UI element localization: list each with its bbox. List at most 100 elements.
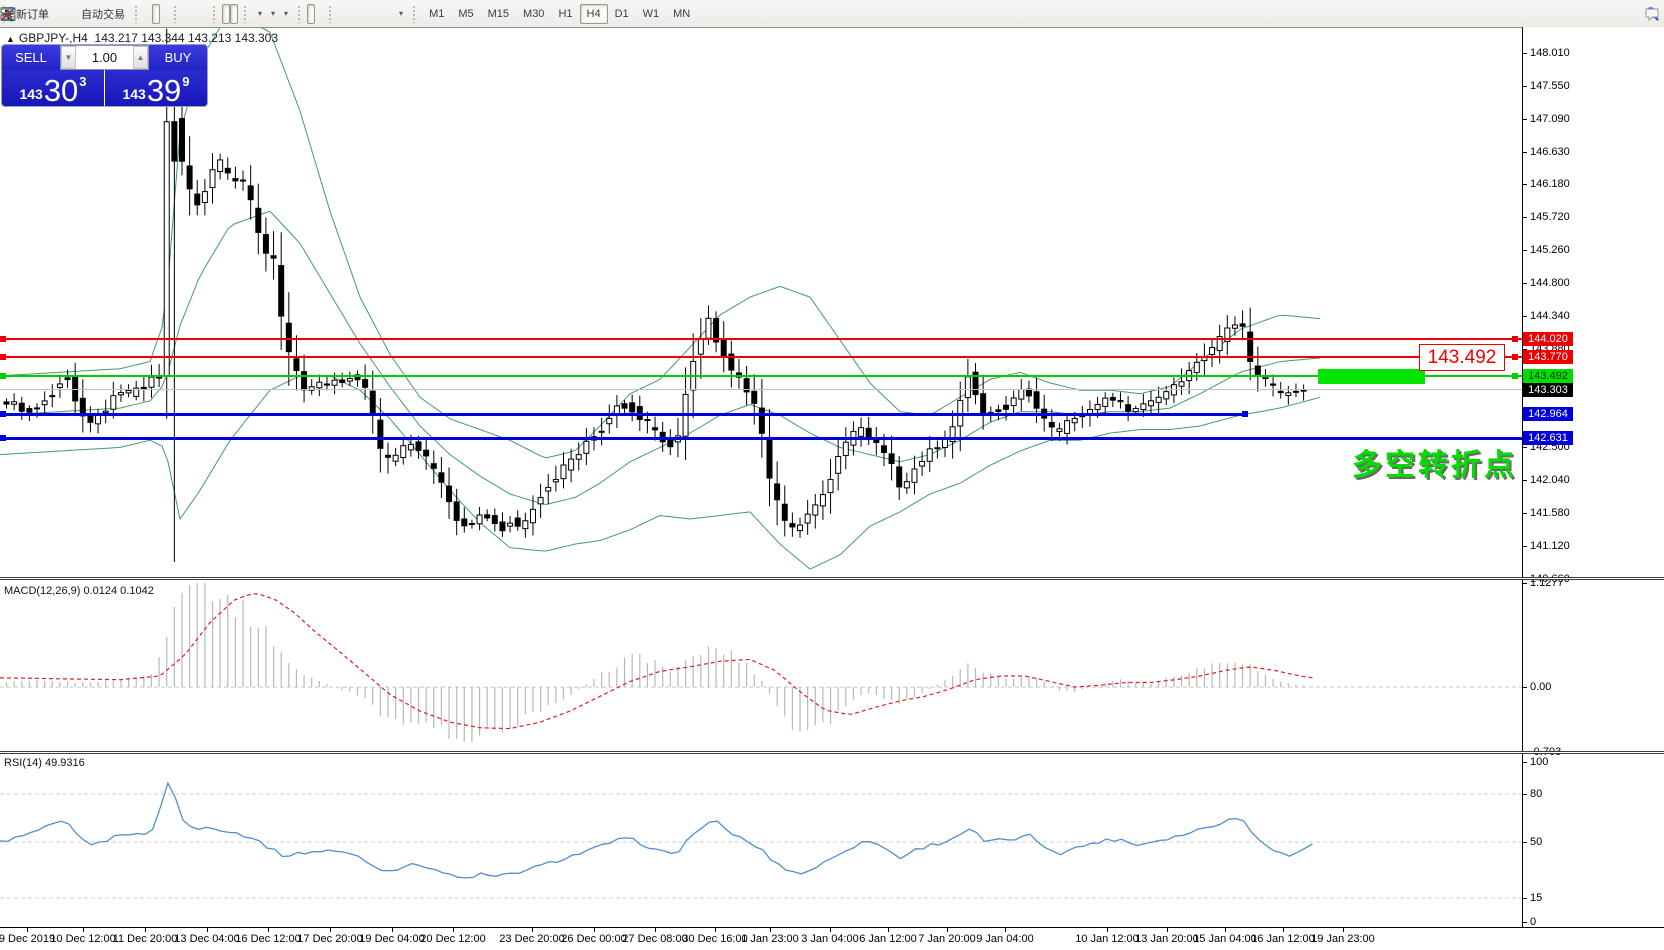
toolbar-button-signal[interactable] — [3, 4, 77, 24]
line-left-anchor[interactable] — [0, 411, 6, 418]
volume-decrease-button[interactable]: ▼ — [61, 46, 76, 69]
buy-button[interactable]: BUY — [149, 45, 207, 70]
candle-body — [148, 376, 155, 388]
toolbar-group-handle[interactable] — [212, 4, 217, 23]
chevron-down-icon[interactable]: ▾ — [399, 9, 404, 18]
toolbar-button-periods[interactable]: ▾ — [1, 4, 279, 24]
toolbar-group-draw: E F A T ▾ — [1, 0, 410, 27]
toolbar-button-horizontal-line[interactable] — [2, 4, 354, 24]
toolbar-button-bars-chart[interactable] — [2, 4, 152, 24]
timeframe-button-M15[interactable]: M15 — [481, 4, 516, 24]
toolbar-button-auto-scroll[interactable] — [2, 3, 230, 24]
price-chart-canvas[interactable] — [0, 27, 1522, 578]
green-highlight-rect[interactable] — [1318, 369, 1425, 384]
toolbar-button-styles[interactable] — [0, 4, 61, 24]
sell-button[interactable]: SELL — [2, 45, 60, 70]
toolbar-button-profile[interactable] — [0, 4, 69, 24]
price-axis[interactable] — [1523, 27, 1664, 927]
price-axis-label: 144.800 — [1530, 276, 1570, 289]
toolbar-group-handle[interactable] — [328, 4, 334, 23]
line-left-anchor[interactable] — [0, 335, 6, 342]
toolbar-group-handle[interactable] — [243, 4, 248, 23]
toolbar-button-line-chart[interactable] — [0, 4, 168, 24]
timeframe-button-W1[interactable]: W1 — [636, 4, 667, 24]
toolbar-button-candles-chart[interactable] — [2, 3, 160, 24]
toolbar-button-new-order[interactable]: 新订单 — [1, 4, 53, 24]
toolbar-group-handle[interactable] — [412, 4, 418, 23]
candle-body — [972, 371, 979, 396]
buy-price-tile[interactable]: 143 39 9 — [105, 70, 207, 106]
time-axis-label: 7 Jan 20:00 — [918, 933, 976, 945]
candle-body — [888, 453, 895, 464]
toolbar-button-template[interactable]: ▾ — [1, 4, 292, 24]
horizontal-level-line-142.631[interactable] — [0, 436, 1523, 440]
toolbar-group-handle[interactable] — [173, 4, 178, 23]
toolbar-button-zoom-in[interactable] — [1, 4, 191, 24]
time-axis-tick — [453, 928, 454, 932]
time-axis-tick — [1167, 928, 1168, 932]
collapse-icon[interactable]: ▲ — [6, 34, 15, 44]
horizontal-level-line-143.770[interactable] — [0, 355, 1523, 358]
toolbar-button-autotrade[interactable]: 自动交易 — [1, 4, 129, 24]
macd-axis-tick — [1523, 583, 1527, 584]
toolbar-button-arrows[interactable]: ▾ — [2, 4, 407, 24]
toolbar-group-handle[interactable] — [134, 4, 139, 23]
toolbar-button-tile-windows[interactable] — [0, 4, 207, 24]
toolbar-button-crosshair[interactable] — [1, 4, 323, 24]
toolbar-button-label: M15 — [487, 7, 510, 20]
line-left-anchor[interactable] — [0, 353, 6, 360]
chevron-down-icon[interactable]: ▾ — [258, 9, 263, 18]
timeframe-button-M30[interactable]: M30 — [516, 4, 551, 24]
toolbar-button-fibonacci[interactable]: F — [2, 4, 378, 24]
toolbar-button-zoom-out[interactable] — [1, 4, 199, 24]
volume-increase-button[interactable]: ▲ — [133, 46, 148, 69]
candle-body — [1292, 390, 1299, 393]
line-left-anchor[interactable] — [0, 435, 6, 442]
candle-body — [1056, 428, 1063, 433]
timeframe-button-H4[interactable]: H4 — [579, 3, 608, 24]
price-axis-tick — [1523, 480, 1527, 482]
horizontal-level-line-143.492[interactable] — [0, 375, 1523, 378]
chevron-down-icon[interactable]: ▾ — [284, 9, 289, 18]
toolbar-button-chat[interactable] — [1645, 4, 1660, 24]
line-right-anchor[interactable] — [1512, 373, 1518, 380]
toolbar-button-cursor[interactable] — [5, 3, 316, 24]
macd-panel-separator[interactable] — [0, 577, 1664, 580]
timeframe-button-MN[interactable]: MN — [666, 4, 697, 24]
candle-body — [1010, 397, 1017, 407]
timeframe-button-H1[interactable]: H1 — [551, 4, 579, 24]
toolbar-button-channel[interactable]: E — [1, 4, 370, 24]
horizontal-level-line-142.964[interactable] — [0, 412, 1248, 416]
time-axis-tick — [392, 928, 393, 932]
line-left-anchor[interactable] — [0, 373, 6, 380]
candle-body — [1277, 390, 1284, 394]
candle-body — [1247, 331, 1254, 362]
rsi-panel-separator[interactable] — [0, 751, 1664, 754]
chinese-annotation[interactable]: 多空转折点 — [1352, 449, 1517, 482]
timeframe-button-D1[interactable]: D1 — [608, 4, 636, 24]
toolbar-button-chart-shift[interactable] — [2, 3, 238, 24]
toolbar-group-handle[interactable] — [297, 4, 303, 23]
candle-body — [194, 193, 201, 206]
toolbar-button-text[interactable]: A — [4, 4, 386, 24]
chevron-down-icon[interactable]: ▾ — [271, 9, 276, 18]
toolbar-button-trendline[interactable] — [1, 4, 362, 24]
timeframe-button-M5[interactable]: M5 — [451, 4, 480, 24]
horizontal-level-line-144.020[interactable] — [0, 337, 1523, 340]
price-callout-label[interactable]: 143.492 — [1419, 344, 1505, 371]
macd-panel-canvas[interactable] — [0, 581, 1522, 751]
rsi-panel-canvas[interactable] — [0, 754, 1522, 926]
toolbar-button-indicators[interactable]: ▾ — [1, 4, 266, 24]
sell-price-tile[interactable]: 143 30 3 — [2, 70, 104, 106]
line-right-anchor[interactable] — [1512, 335, 1518, 342]
toolbar-button-vertical-line[interactable] — [7, 4, 346, 24]
line-right-anchor[interactable] — [1512, 353, 1518, 360]
buy-price-sup: 9 — [182, 74, 190, 89]
toolbar-button-text-label[interactable]: T — [1, 4, 394, 24]
candle-body — [133, 387, 140, 397]
price-axis-tick — [1523, 53, 1527, 54]
line-right-anchor[interactable] — [1242, 411, 1248, 418]
timeframe-button-M1[interactable]: M1 — [422, 4, 451, 24]
volume-input[interactable]: 1.00 — [91, 50, 118, 65]
time-axis-tick — [1225, 928, 1226, 932]
